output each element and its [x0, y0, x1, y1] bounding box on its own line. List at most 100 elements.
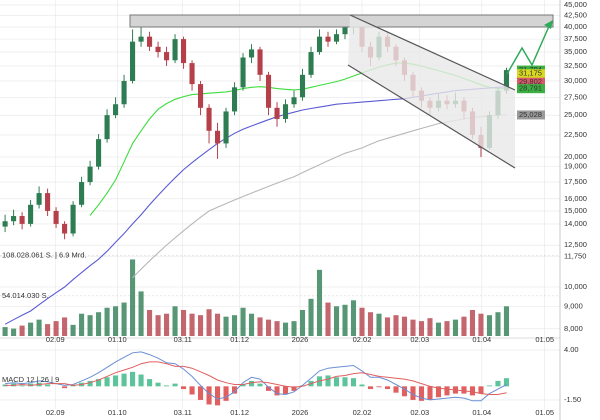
- macd-histogram: [155, 382, 161, 387]
- y-tick-label: 22,500: [564, 130, 587, 139]
- volume-bar: [342, 304, 348, 336]
- candle-body: [87, 166, 93, 183]
- candle-body: [265, 74, 272, 108]
- candle-body: [104, 115, 110, 140]
- price-tag: [517, 77, 545, 87]
- volume-bar: [299, 309, 306, 336]
- volume-bar: [333, 306, 340, 336]
- x-tick-label: 03.11: [174, 408, 192, 417]
- volume-bar: [495, 312, 501, 336]
- macd-histogram: [113, 375, 119, 387]
- x-tick-label: 02.02: [353, 335, 372, 344]
- volume-bar: [70, 324, 76, 336]
- candle-body: [79, 182, 85, 205]
- volume-bar: [274, 321, 280, 336]
- macd-histogram: [418, 386, 425, 401]
- y-tick-label: 37,500: [564, 34, 587, 43]
- macd-histogram: [96, 379, 102, 387]
- volume-bar: [291, 321, 297, 336]
- y-tick-label: 11,750: [564, 252, 586, 261]
- macd-histogram: [147, 379, 153, 387]
- volume-bar: [316, 269, 323, 336]
- candle-body: [248, 49, 255, 58]
- volume-bar: [53, 321, 59, 336]
- x-tick-label: 2026: [292, 408, 309, 417]
- y-tick-label: 12,500: [564, 240, 587, 249]
- y-tick-label: 10,000: [564, 282, 587, 291]
- y-tick-label: 27,500: [564, 92, 587, 101]
- price-tag: [517, 69, 545, 79]
- candle-body: [503, 70, 510, 91]
- channel-lower: [347, 64, 516, 169]
- volume-bar: [393, 315, 399, 336]
- macd-histogram: [444, 386, 450, 396]
- macd-histogram: [469, 386, 476, 396]
- macd-histogram: [19, 385, 25, 387]
- volume-bar: [478, 313, 484, 336]
- volume-bar: [384, 317, 391, 336]
- volume-bar: [410, 319, 416, 336]
- x-tick-label: 01.10: [108, 408, 127, 417]
- x-tick-label: 02.03: [410, 408, 429, 417]
- price-tag: [517, 84, 545, 94]
- candle-body: [2, 221, 8, 227]
- candle-body: [206, 107, 212, 131]
- candle-body: [19, 216, 25, 224]
- y-tick-label: 16,000: [564, 194, 587, 203]
- resistance-zone: [129, 14, 554, 28]
- volume-bar: [197, 315, 204, 336]
- volume-bar: [11, 328, 17, 336]
- macd-histogram: [172, 383, 178, 387]
- candle-body: [197, 84, 204, 108]
- volume-bar: [435, 322, 442, 336]
- y2-tick-label: 54.014.030 S.: [2, 291, 49, 300]
- candle-body: [333, 34, 340, 42]
- volume-bar: [444, 321, 450, 336]
- volume-bar: [96, 312, 102, 336]
- volume-bar: [452, 319, 459, 336]
- macd-histogram: [257, 383, 263, 387]
- candle-body: [53, 210, 59, 224]
- arrow-head: [544, 20, 553, 29]
- y-tick-label: 20,000: [564, 152, 587, 161]
- price-tag-label: 31,175: [519, 69, 542, 78]
- macd-histogram: [164, 385, 170, 387]
- y-tick-label: 45,000: [564, 0, 587, 9]
- volume-bar: [79, 313, 85, 336]
- macd-histogram: [410, 386, 416, 400]
- volume-bar: [367, 312, 374, 336]
- macd-histogram: [291, 386, 297, 391]
- macd-histogram: [503, 378, 510, 387]
- volume-bar: [155, 315, 161, 336]
- macd-histogram: [274, 386, 280, 396]
- volume-bar: [240, 307, 246, 336]
- volume-bar: [2, 327, 8, 336]
- volume-bar: [62, 317, 68, 336]
- y-tick-label: 17,500: [564, 177, 587, 186]
- candle-body: [342, 27, 348, 35]
- macd-histogram: [401, 386, 408, 397]
- macd-histogram: [265, 386, 272, 391]
- macd-histogram: [87, 380, 93, 387]
- price-tag: [517, 110, 545, 120]
- volume-bar: [28, 322, 34, 336]
- candle-body: [325, 36, 331, 42]
- x-tick-label: 02.02: [353, 408, 372, 417]
- volume-bar: [486, 315, 493, 336]
- x-tick-label: 02.03: [410, 335, 429, 344]
- volume-bar: [214, 313, 221, 336]
- candle-body: [164, 52, 170, 61]
- macd-histogram: [333, 377, 340, 387]
- y-tick-label: 32,500: [564, 61, 587, 70]
- macd-histogram: [130, 371, 136, 387]
- volume-bar: [427, 318, 433, 336]
- volume-bar: [147, 309, 153, 336]
- macd-histogram: [181, 386, 187, 390]
- volume-bar: [418, 321, 425, 336]
- macd-histogram: [214, 386, 221, 406]
- macd-histogram: [240, 384, 246, 387]
- macd-histogram: [197, 386, 204, 400]
- macd-histogram: [427, 386, 433, 400]
- x-tick-label: 2026: [292, 335, 309, 344]
